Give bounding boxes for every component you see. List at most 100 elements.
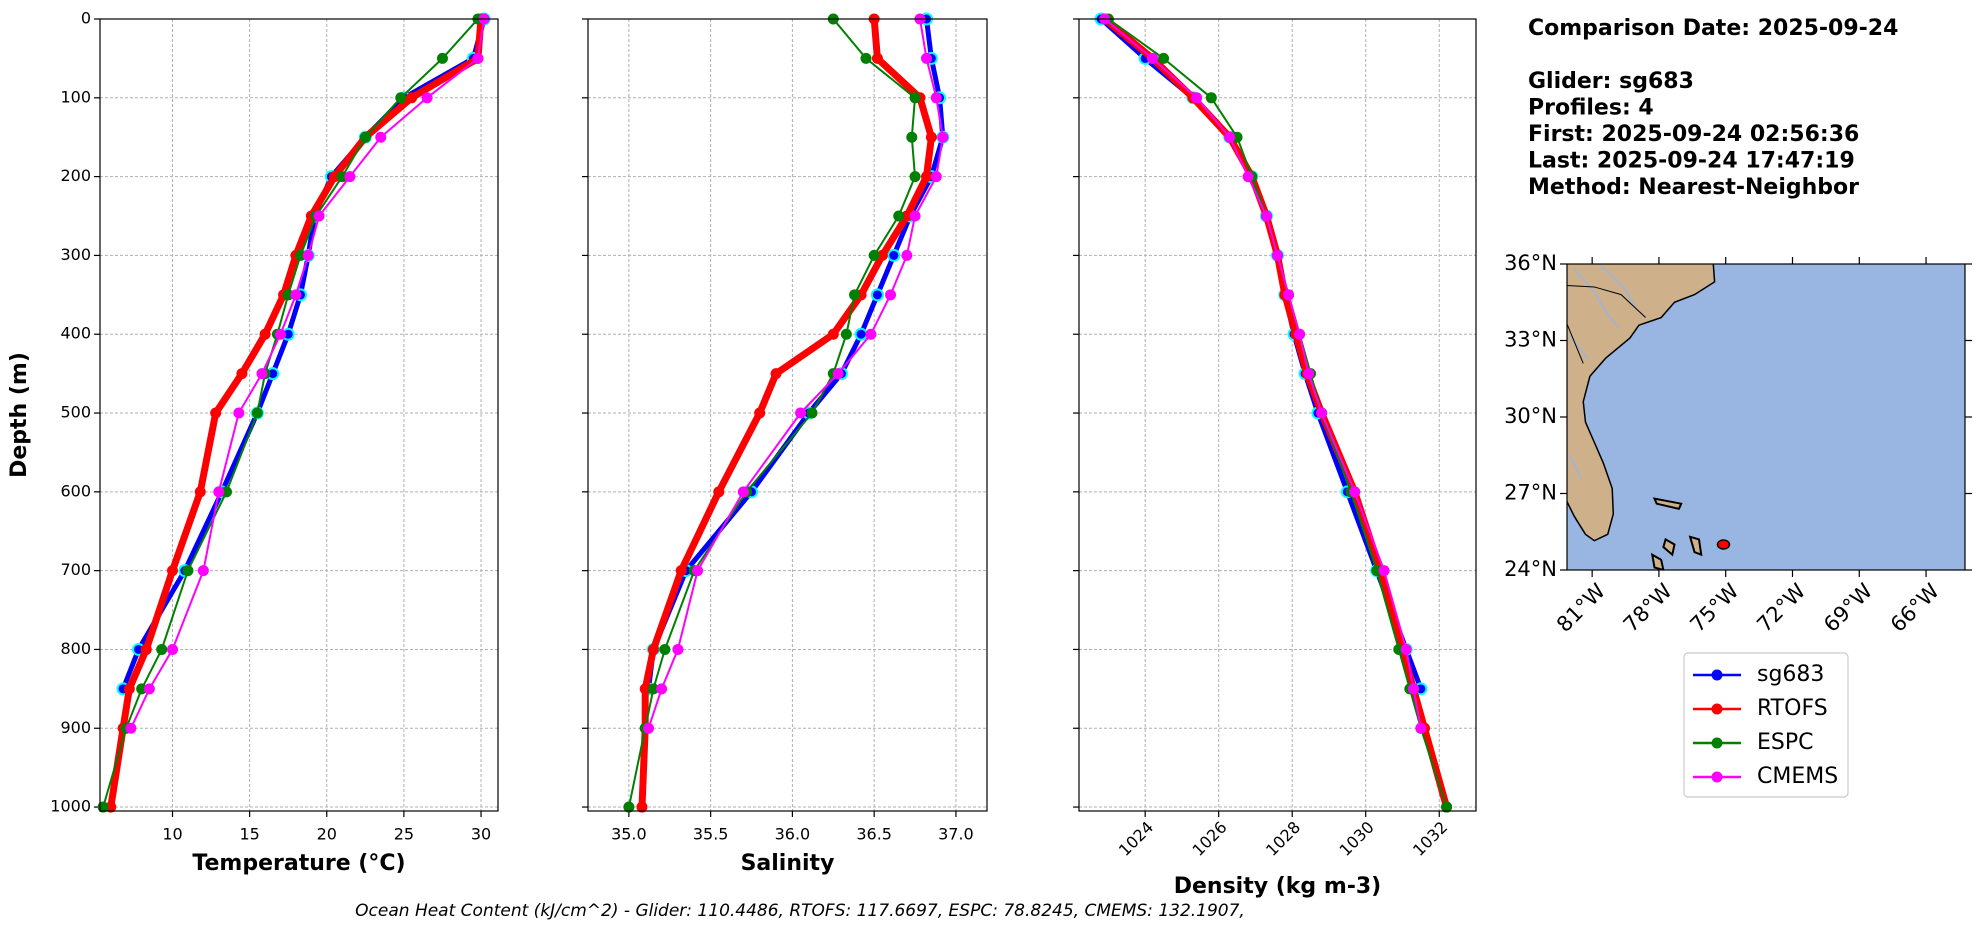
series-marker bbox=[197, 565, 209, 577]
series-marker bbox=[925, 131, 937, 143]
map-y-tick-label: 27°N bbox=[1504, 481, 1557, 505]
x-tick-label: 37.0 bbox=[938, 825, 974, 844]
glider-location bbox=[1716, 539, 1731, 550]
series-marker bbox=[643, 722, 655, 734]
x-axis-label: Salinity bbox=[741, 851, 835, 876]
series-marker bbox=[1147, 52, 1159, 64]
map-x-tick-label: 78°W bbox=[1619, 579, 1677, 637]
series-marker bbox=[123, 683, 135, 695]
series-marker bbox=[236, 368, 248, 380]
series-marker bbox=[840, 328, 852, 340]
map-y-tick-label: 24°N bbox=[1504, 557, 1557, 581]
series-marker bbox=[233, 407, 245, 419]
x-tick-label: 1030 bbox=[1336, 818, 1378, 860]
y-axis-label: Depth (m) bbox=[7, 352, 32, 478]
series-marker bbox=[868, 249, 880, 261]
series-marker bbox=[295, 249, 307, 261]
legend-label: ESPC bbox=[1757, 730, 1814, 755]
series-marker bbox=[647, 643, 659, 655]
info-line: Method: Nearest-Neighbor bbox=[1528, 175, 1859, 200]
series-marker bbox=[623, 801, 635, 813]
series-marker bbox=[870, 288, 884, 302]
info-line: Comparison Date: 2025-09-24 bbox=[1528, 16, 1898, 41]
series-marker bbox=[737, 486, 749, 498]
series-marker bbox=[1303, 368, 1315, 380]
land bbox=[1567, 264, 1716, 542]
series-marker bbox=[182, 565, 194, 577]
footer: Ocean Heat Content (kJ/cm^2) - Glider: 1… bbox=[355, 901, 1245, 921]
x-tick-label: 1024 bbox=[1115, 818, 1157, 860]
series-marker bbox=[1415, 722, 1427, 734]
series-marker bbox=[167, 565, 179, 577]
series-line bbox=[1099, 19, 1424, 690]
x-axis-label: Temperature (°C) bbox=[192, 851, 405, 876]
series-marker bbox=[1294, 328, 1306, 340]
x-axis-label: Density (kg m-3) bbox=[1174, 874, 1382, 899]
series-marker bbox=[1349, 486, 1361, 498]
y-tick-label: 600 bbox=[60, 481, 91, 500]
series-marker bbox=[328, 171, 340, 183]
series-marker bbox=[930, 171, 942, 183]
river bbox=[1598, 264, 1638, 311]
series-marker bbox=[770, 368, 782, 380]
map-x-tick-label: 72°W bbox=[1752, 579, 1810, 637]
series-marker bbox=[909, 171, 921, 183]
series-marker bbox=[259, 328, 271, 340]
legend-label: RTOFS bbox=[1757, 696, 1828, 721]
series-marker bbox=[713, 486, 725, 498]
series-marker bbox=[1224, 131, 1236, 143]
series-marker bbox=[636, 801, 648, 813]
x-tick-label: 35.0 bbox=[611, 825, 647, 844]
series-marker bbox=[675, 565, 687, 577]
y-tick-label: 1000 bbox=[50, 797, 91, 816]
series-marker bbox=[421, 92, 433, 104]
series-marker bbox=[854, 327, 868, 341]
x-tick-label: 1028 bbox=[1262, 818, 1304, 860]
legend-box bbox=[1683, 652, 1849, 798]
y-tick-label: 800 bbox=[60, 639, 91, 658]
map-y-tick-label: 36°N bbox=[1504, 251, 1557, 275]
y-tick-label: 500 bbox=[60, 403, 91, 422]
map-y-tick-label: 33°N bbox=[1504, 328, 1557, 352]
legend-label: CMEMS bbox=[1757, 764, 1838, 789]
x-tick-label: 10 bbox=[162, 825, 182, 844]
legend-marker bbox=[1711, 771, 1723, 783]
map-layer bbox=[1567, 264, 1716, 570]
legend-marker bbox=[1711, 669, 1723, 681]
y-tick-label: 900 bbox=[60, 718, 91, 737]
series-line bbox=[647, 19, 944, 729]
series-marker bbox=[302, 249, 314, 261]
x-tick-label: 15 bbox=[239, 825, 259, 844]
series-marker bbox=[344, 171, 356, 183]
x-tick-label: 1032 bbox=[1409, 818, 1451, 860]
series-marker bbox=[210, 407, 222, 419]
series-marker bbox=[1272, 249, 1283, 261]
series-marker bbox=[194, 486, 206, 498]
series-marker bbox=[806, 407, 818, 419]
info-line: First: 2025-09-24 02:56:36 bbox=[1528, 122, 1859, 147]
river bbox=[1573, 268, 1620, 329]
series-marker bbox=[1242, 171, 1254, 183]
series-marker bbox=[274, 328, 286, 340]
series-line bbox=[1104, 19, 1422, 729]
state-border bbox=[1567, 284, 1646, 318]
series-marker bbox=[359, 131, 371, 143]
x-tick-label: 36.0 bbox=[775, 825, 811, 844]
series-marker bbox=[672, 643, 684, 655]
series-marker bbox=[692, 565, 704, 577]
series-marker bbox=[832, 368, 844, 380]
series-marker bbox=[906, 131, 918, 143]
series-marker bbox=[893, 210, 905, 222]
island bbox=[1652, 497, 1683, 510]
series-marker bbox=[1441, 801, 1453, 813]
map-x-tick-label: 66°W bbox=[1886, 579, 1944, 637]
series-marker bbox=[251, 407, 263, 419]
series-marker bbox=[659, 643, 671, 655]
series-marker bbox=[849, 289, 861, 301]
y-tick-label: 200 bbox=[60, 166, 91, 185]
series-marker bbox=[795, 407, 807, 419]
x-tick-label: 1026 bbox=[1188, 818, 1230, 860]
series-marker bbox=[290, 289, 302, 301]
series-marker bbox=[871, 52, 883, 64]
